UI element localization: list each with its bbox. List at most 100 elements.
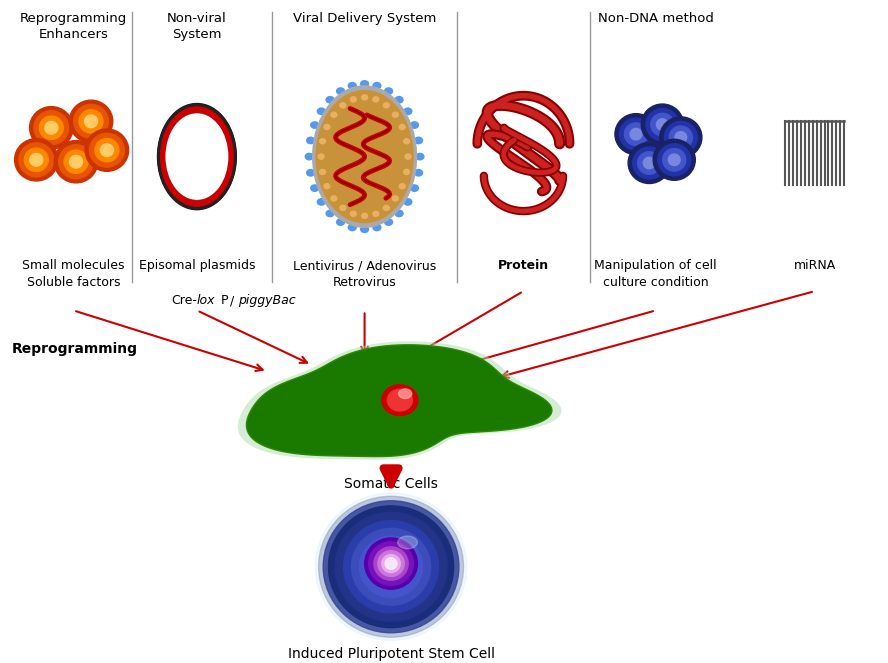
Ellipse shape <box>85 129 129 171</box>
Ellipse shape <box>69 155 83 168</box>
Ellipse shape <box>660 117 702 158</box>
Ellipse shape <box>306 137 314 144</box>
Ellipse shape <box>614 113 657 154</box>
Ellipse shape <box>318 154 324 159</box>
Ellipse shape <box>352 528 431 605</box>
Ellipse shape <box>382 554 400 573</box>
Text: Cre-: Cre- <box>171 294 197 308</box>
Ellipse shape <box>315 493 467 640</box>
Ellipse shape <box>365 538 417 589</box>
Ellipse shape <box>675 132 686 143</box>
Text: Non-DNA method: Non-DNA method <box>598 13 714 25</box>
Text: Lentivirus / Adenovirus
Retrovirus: Lentivirus / Adenovirus Retrovirus <box>293 259 436 289</box>
Ellipse shape <box>316 91 413 223</box>
Ellipse shape <box>59 145 93 178</box>
Ellipse shape <box>384 103 389 108</box>
Ellipse shape <box>369 542 414 585</box>
Ellipse shape <box>317 108 325 115</box>
Polygon shape <box>247 345 551 457</box>
Ellipse shape <box>348 82 356 89</box>
Ellipse shape <box>399 389 412 398</box>
Text: piggyBac: piggyBac <box>238 294 296 308</box>
Ellipse shape <box>44 121 58 134</box>
Ellipse shape <box>416 153 424 160</box>
Ellipse shape <box>361 226 369 233</box>
Ellipse shape <box>620 118 653 150</box>
Ellipse shape <box>664 121 697 153</box>
Ellipse shape <box>361 81 369 87</box>
Ellipse shape <box>361 213 368 218</box>
Ellipse shape <box>643 157 655 169</box>
Ellipse shape <box>641 104 684 145</box>
Ellipse shape <box>335 512 447 621</box>
Ellipse shape <box>14 139 58 181</box>
Ellipse shape <box>638 152 661 174</box>
Ellipse shape <box>19 143 53 177</box>
Ellipse shape <box>670 126 693 149</box>
Ellipse shape <box>405 154 411 159</box>
Ellipse shape <box>404 199 412 205</box>
Ellipse shape <box>326 210 334 217</box>
Text: Non-viral
System: Non-viral System <box>167 13 226 41</box>
Ellipse shape <box>398 536 417 549</box>
Ellipse shape <box>311 185 319 192</box>
Ellipse shape <box>313 86 416 227</box>
Text: Small molecules
Soluble factors: Small molecules Soluble factors <box>22 259 124 289</box>
Ellipse shape <box>385 219 392 225</box>
Ellipse shape <box>34 111 68 145</box>
Ellipse shape <box>651 113 674 136</box>
Ellipse shape <box>311 122 319 128</box>
Ellipse shape <box>331 196 337 201</box>
Ellipse shape <box>662 149 686 171</box>
Ellipse shape <box>84 115 98 128</box>
Ellipse shape <box>360 536 423 597</box>
Ellipse shape <box>337 88 345 94</box>
Ellipse shape <box>30 153 43 166</box>
Text: Somatic Cells: Somatic Cells <box>345 477 438 491</box>
Ellipse shape <box>24 148 48 172</box>
Ellipse shape <box>320 169 326 174</box>
Ellipse shape <box>395 210 403 217</box>
Ellipse shape <box>337 219 345 225</box>
Ellipse shape <box>384 206 389 210</box>
Ellipse shape <box>624 123 647 145</box>
Text: miRNA: miRNA <box>794 259 836 272</box>
Text: Reprogramming
Enhancers: Reprogramming Enhancers <box>20 13 127 41</box>
Ellipse shape <box>400 184 405 189</box>
Ellipse shape <box>646 109 678 141</box>
Ellipse shape <box>385 558 397 570</box>
Ellipse shape <box>319 497 464 637</box>
Ellipse shape <box>392 112 399 117</box>
Text: P: P <box>221 294 228 308</box>
Ellipse shape <box>630 129 642 140</box>
Ellipse shape <box>669 154 680 166</box>
Ellipse shape <box>329 506 454 628</box>
Ellipse shape <box>373 211 379 216</box>
Ellipse shape <box>658 144 691 176</box>
Ellipse shape <box>306 170 314 176</box>
Ellipse shape <box>374 547 408 580</box>
Text: Viral Delivery System: Viral Delivery System <box>293 13 436 25</box>
Ellipse shape <box>317 199 325 205</box>
Ellipse shape <box>351 211 356 216</box>
Ellipse shape <box>161 108 233 205</box>
Ellipse shape <box>378 551 404 576</box>
Ellipse shape <box>404 169 409 174</box>
Ellipse shape <box>90 133 124 167</box>
Ellipse shape <box>351 97 356 102</box>
Ellipse shape <box>320 139 326 144</box>
Ellipse shape <box>54 141 98 183</box>
Ellipse shape <box>64 150 88 173</box>
Ellipse shape <box>410 122 418 128</box>
Ellipse shape <box>415 137 423 144</box>
Text: /: / <box>230 294 238 308</box>
Ellipse shape <box>79 109 103 133</box>
Ellipse shape <box>324 184 329 189</box>
Text: Protein: Protein <box>498 259 549 272</box>
Ellipse shape <box>100 144 114 156</box>
Text: lox: lox <box>197 294 216 308</box>
Ellipse shape <box>39 116 63 139</box>
Ellipse shape <box>400 125 405 129</box>
Ellipse shape <box>165 114 228 199</box>
Ellipse shape <box>382 385 418 416</box>
